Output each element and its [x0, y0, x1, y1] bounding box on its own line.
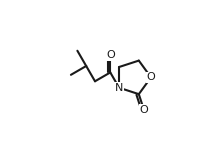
Text: O: O	[140, 105, 148, 115]
Text: O: O	[106, 50, 115, 60]
Text: O: O	[147, 72, 155, 82]
Text: N: N	[115, 83, 123, 93]
